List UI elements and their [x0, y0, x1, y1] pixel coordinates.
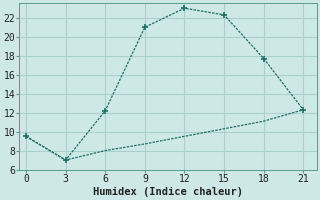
X-axis label: Humidex (Indice chaleur): Humidex (Indice chaleur) [93, 186, 243, 197]
